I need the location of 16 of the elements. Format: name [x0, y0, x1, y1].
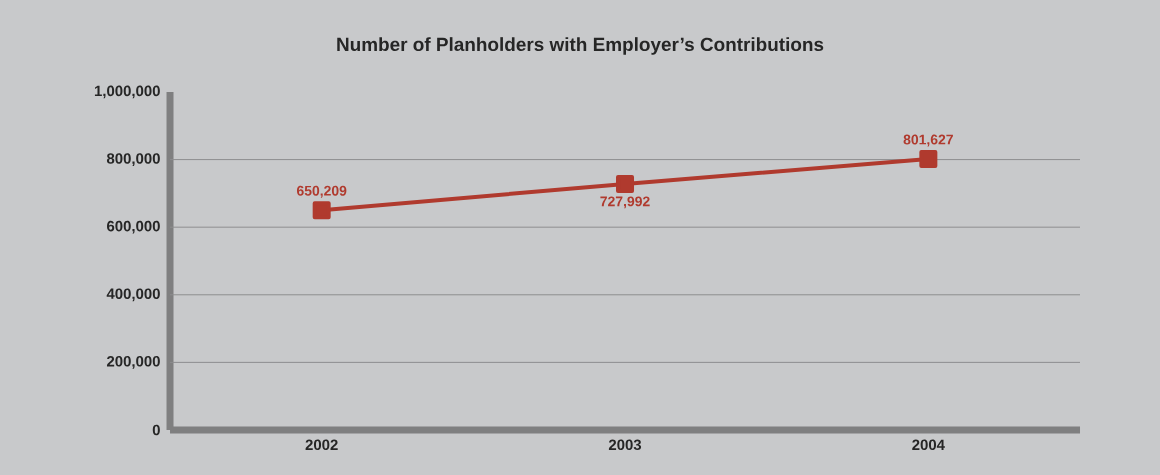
x-tick-label: 2002: [305, 439, 338, 451]
y-tick-label: 400,000: [106, 288, 160, 302]
point: [616, 174, 635, 193]
point: [919, 150, 938, 169]
x-tick-label: 2004: [912, 439, 945, 451]
chart-title: Number of Planholders with Employer’s Contributions: [337, 37, 824, 55]
y-tick-label: 1,000,000: [94, 85, 160, 99]
y-tick-label: 800,000: [106, 153, 160, 166]
data-label: 650,209: [296, 185, 347, 198]
data-label: 801,627: [903, 134, 953, 147]
y-tick-label: 600,000: [107, 220, 160, 234]
x-tick-label: 2003: [608, 439, 642, 451]
data-label: 727,992: [600, 196, 650, 209]
point: [312, 201, 331, 220]
y-tick-label: 200,000: [106, 356, 160, 369]
y-tick-label: 0: [152, 424, 160, 436]
